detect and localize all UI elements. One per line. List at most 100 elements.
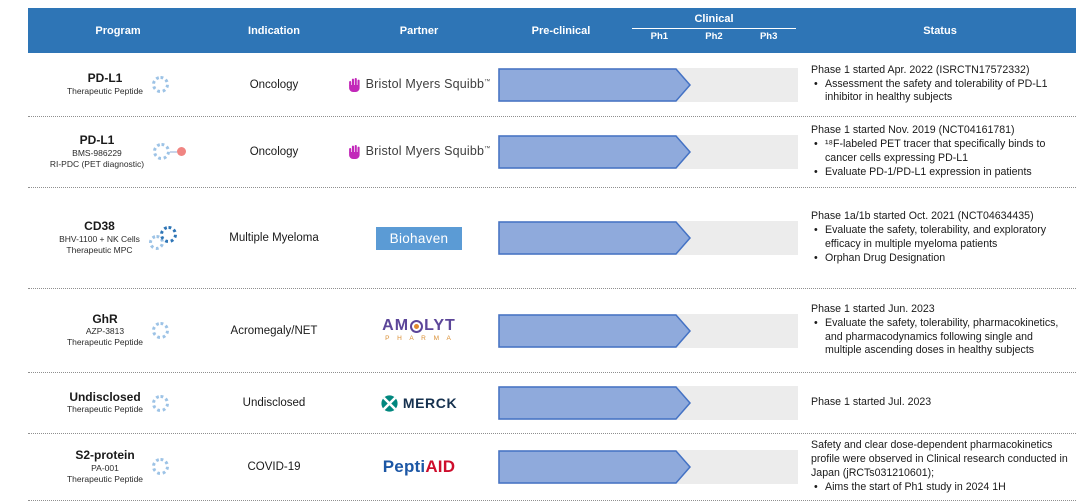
bms-hand-icon [348,145,360,159]
program-subtitle2: Therapeutic MPC [66,244,133,255]
program-cell: Undisclosed Therapeutic Peptide [28,390,208,416]
pipeline-row-ghr: GhR AZP-3813 Therapeutic Peptide Acromeg… [28,289,1076,373]
phase-progress-bar [498,221,798,255]
partner-cell: Bristol Myers Squibb™ [340,144,498,160]
peptiaid-text-aid: AID [425,457,456,476]
status-cell: Phase 1 started Apr. 2022 (ISRCTN1757233… [804,64,1076,105]
status-title: Phase 1 started Jun. 2023 [811,302,935,315]
indication-cell: Acromegaly/NET [230,324,318,337]
status-cell: Phase 1 started Nov. 2019 (NCT04161781) … [804,124,1076,179]
header-status: Status [923,24,957,37]
pipeline-row-pdl1-pet: PD-L1 BMS-986229 RI-PDC (PET diagnostic)… [28,117,1076,188]
status-title: Phase 1a/1b started Oct. 2021 (NCT046344… [811,210,1034,223]
program-subtitle2: Therapeutic Peptide [66,473,144,484]
program-name: GhR [92,311,118,326]
pipeline-row-pdl1-therapeutic: PD-L1 Therapeutic Peptide Oncology Brist… [28,53,1076,117]
program-name: CD38 [84,219,115,234]
amolyt-o-icon [410,319,424,333]
pipeline-table: Program Indication Partner Pre-clinical … [28,0,1076,501]
nk-cell-ring-icon [159,225,177,243]
phase-progress-bar [498,135,798,169]
header-indication: Indication [248,24,300,37]
partner-cell: AM LYT P H A R M A [340,318,498,343]
bristol-myers-squibb-logo: Bristol Myers Squibb™ [348,77,491,93]
bristol-myers-squibb-logo: Bristol Myers Squibb™ [348,144,491,160]
program-cell: S2-protein PA-001 Therapeutic Peptide [28,448,208,485]
status-bullet: Aims the start of Ph1 study in 2024 1H [811,481,1006,495]
program-cell: PD-L1 Therapeutic Peptide [28,71,208,97]
table-header: Program Indication Partner Pre-clinical … [28,8,1076,53]
status-bullet: Assessment the safety and tolerability o… [811,78,1072,106]
pipeline-row-cd38: CD38 BHV-1100 + NK Cells Therapeutic MPC… [28,188,1076,289]
peptide-ring-icon [152,458,170,476]
program-subtitle: BMS-986229 [72,147,122,158]
header-phase-group: Pre-clinical Clinical Ph1 Ph2 Ph3 [498,8,804,53]
header-ph1: Ph1 [650,31,669,43]
progress-cell [498,386,804,420]
peptiaid-logo: PeptiAID [383,457,455,477]
partner-cell: PeptiAID [340,457,498,477]
indication-cell: Oncology [249,78,299,91]
status-title: Safety and clear dose-dependent pharmaco… [811,439,1068,479]
status-cell: Phase 1a/1b started Oct. 2021 (NCT046344… [804,210,1076,265]
program-subtitle: Therapeutic Peptide [66,404,144,415]
amolyt-pharma-text: P H A R M A [385,335,454,343]
header-partner: Partner [399,24,439,37]
peptide-ring-icon [148,234,164,250]
status-title: Phase 1 started Nov. 2019 (NCT04161781) [811,124,1015,137]
status-cell: Phase 1 started Jul. 2023 [804,396,1076,410]
header-program: Program [95,24,141,37]
partner-name: MERCK [402,395,458,411]
indication-cell: Multiple Myeloma [229,232,319,244]
indication-cell: Oncology [249,146,299,158]
partner-cell: MERCK [340,394,498,412]
peptide-nk-cell-icon [148,225,177,250]
status-bullet: Evaluate PD-1/PD-L1 expression in patien… [811,166,1072,180]
peptide-pet-tracer-icon [153,143,187,161]
program-subtitle2: RI-PDC (PET diagnostic) [49,158,145,169]
header-ph2: Ph2 [705,31,723,43]
progress-cell [498,313,804,348]
clinical-underline [632,28,796,30]
program-subtitle: Therapeutic Peptide [66,85,144,96]
pipeline-row-undisclosed: Undisclosed Therapeutic Peptide Undisclo… [28,373,1076,434]
bms-hand-icon [348,77,360,92]
status-cell: Safety and clear dose-dependent pharmaco… [804,439,1076,494]
amolyt-pharma-logo: AM LYT P H A R M A [382,318,456,343]
header-preclinical: Pre-clinical [531,24,591,37]
trademark-symbol: ™ [484,78,491,85]
partner-cell: Bristol Myers Squibb™ [340,77,498,93]
status-bullet: ¹⁸F-labeled PET tracer that specifically… [811,138,1072,166]
peptide-ring-icon [152,321,170,339]
trademark-symbol: ™ [484,145,491,152]
indication-cell: Undisclosed [242,397,306,409]
program-cell: CD38 BHV-1100 + NK Cells Therapeutic MPC [28,219,208,256]
header-ph3: Ph3 [759,31,778,43]
progress-cell [498,450,804,484]
status-cell: Phase 1 started Jun. 2023 Evaluate the s… [804,303,1076,358]
biohaven-logo: Biohaven [375,226,463,250]
status-bullet: Orphan Drug Designation [811,252,1072,266]
program-name: S2-protein [75,448,135,463]
program-subtitle2: Therapeutic Peptide [66,337,144,348]
phase-progress-bar [498,386,798,420]
peptide-ring-icon [153,143,171,161]
progress-cell [498,221,804,255]
program-subtitle: BHV-1100 + NK Cells [59,233,140,244]
progress-cell [498,67,804,102]
header-clinical: Clinical [694,13,734,25]
partner-name: Bristol Myers Squibb [365,144,485,158]
partner-name: Bristol Myers Squibb [365,76,485,91]
progress-cell [498,135,804,169]
radiolabel-dot-icon [177,147,187,157]
peptiaid-text-pepti: Pepti [382,457,426,476]
header-clinical-group: Clinical Ph1 Ph2 Ph3 [624,8,804,53]
program-subtitle: PA-001 [91,462,119,473]
partner-cell: Biohaven [340,226,498,250]
indication-cell: COVID-19 [247,461,301,473]
linker-icon [170,150,178,153]
status-bullet: Evaluate the safety, tolerability, and e… [811,224,1072,252]
status-title: Phase 1 started Jul. 2023 [811,396,932,409]
phase-progress-bar [498,313,798,348]
program-cell: GhR AZP-3813 Therapeutic Peptide [28,311,208,349]
